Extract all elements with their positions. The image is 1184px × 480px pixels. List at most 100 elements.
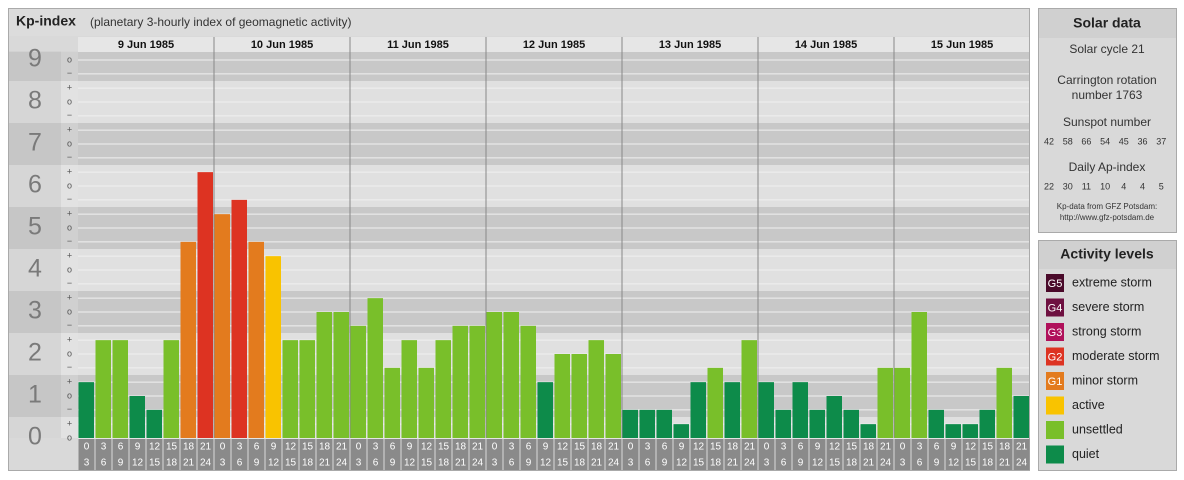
hour-cell bbox=[231, 439, 248, 470]
hour-start: 0 bbox=[764, 442, 770, 453]
hour-end: 6 bbox=[373, 458, 379, 469]
bar bbox=[809, 409, 825, 438]
bar bbox=[163, 340, 179, 438]
bar bbox=[112, 340, 128, 438]
hour-start: 18 bbox=[591, 442, 603, 453]
hour-end: 6 bbox=[509, 458, 515, 469]
legend-title: Activity levels bbox=[1060, 246, 1154, 262]
y-minor-label: o bbox=[67, 306, 72, 316]
hour-cell bbox=[690, 439, 707, 470]
sunspot-value: 66 bbox=[1081, 136, 1091, 146]
hour-start: 12 bbox=[829, 442, 841, 453]
bar bbox=[299, 340, 315, 438]
hour-start: 21 bbox=[472, 442, 484, 453]
hour-end: 21 bbox=[183, 458, 195, 469]
y-tick-label: 3 bbox=[28, 297, 42, 325]
hour-end: 18 bbox=[710, 458, 722, 469]
sunspot-value: 54 bbox=[1100, 136, 1110, 146]
y-minor-label: o bbox=[67, 138, 72, 148]
day-label: 11 Jun 1985 bbox=[387, 39, 449, 51]
bar bbox=[877, 367, 893, 438]
hour-start: 18 bbox=[455, 442, 467, 453]
hour-cell bbox=[928, 439, 945, 470]
hour-end: 9 bbox=[526, 458, 532, 469]
bar bbox=[231, 199, 247, 438]
hour-start: 0 bbox=[356, 442, 362, 453]
hour-start: 12 bbox=[149, 442, 161, 453]
hour-end: 18 bbox=[846, 458, 858, 469]
solar-text: Carrington rotation bbox=[1057, 73, 1156, 87]
kp-band bbox=[9, 123, 61, 165]
bar bbox=[78, 382, 94, 438]
hour-cell bbox=[962, 439, 979, 470]
hour-end: 9 bbox=[934, 458, 940, 469]
hour-end: 24 bbox=[608, 458, 620, 469]
hour-start: 6 bbox=[390, 442, 396, 453]
hour-end: 9 bbox=[798, 458, 804, 469]
kp-band bbox=[9, 81, 61, 123]
day-label: 14 Jun 1985 bbox=[795, 39, 857, 51]
sub-band bbox=[61, 375, 78, 417]
bar bbox=[639, 409, 655, 438]
hour-cell bbox=[758, 439, 775, 470]
y-tick-label: 4 bbox=[28, 255, 42, 283]
y-minor-label: − bbox=[67, 404, 72, 414]
hour-cell bbox=[265, 439, 282, 470]
bar bbox=[435, 340, 451, 438]
legend-swatch bbox=[1046, 421, 1064, 439]
bar bbox=[690, 382, 706, 438]
y-tick-label: 0 bbox=[28, 423, 42, 451]
solar-text: Daily Ap-index bbox=[1069, 160, 1146, 174]
y-minor-label: − bbox=[67, 278, 72, 288]
legend-swatch bbox=[1046, 274, 1064, 292]
bar bbox=[1013, 396, 1029, 438]
y-minor-label: o bbox=[67, 54, 72, 64]
day-label: 13 Jun 1985 bbox=[659, 39, 721, 51]
bar bbox=[928, 409, 944, 438]
hour-end: 15 bbox=[285, 458, 297, 469]
hour-end: 3 bbox=[356, 458, 362, 469]
hour-end: 21 bbox=[455, 458, 467, 469]
hour-end: 24 bbox=[336, 458, 348, 469]
y-minor-label: + bbox=[67, 419, 72, 429]
hour-end: 15 bbox=[693, 458, 705, 469]
hour-end: 21 bbox=[591, 458, 603, 469]
hour-cell bbox=[435, 439, 452, 470]
y-tick-label: 6 bbox=[28, 171, 42, 199]
hour-end: 21 bbox=[319, 458, 331, 469]
hour-cell bbox=[520, 439, 537, 470]
bar bbox=[741, 340, 757, 438]
sub-band bbox=[61, 123, 78, 165]
hour-cell bbox=[826, 439, 843, 470]
hour-cell bbox=[282, 439, 299, 470]
bar bbox=[758, 382, 774, 438]
hour-start: 9 bbox=[135, 442, 141, 453]
hour-start: 15 bbox=[574, 442, 586, 453]
bar bbox=[248, 241, 264, 438]
hour-start: 3 bbox=[645, 442, 651, 453]
legend-swatch bbox=[1046, 445, 1064, 464]
bar bbox=[384, 367, 400, 438]
y-tick-label: 5 bbox=[28, 213, 42, 241]
y-minor-label: − bbox=[67, 110, 72, 120]
chart-subtitle: (planetary 3-hourly index of geomagnetic… bbox=[90, 15, 351, 29]
bar bbox=[792, 382, 808, 438]
hour-end: 3 bbox=[628, 458, 634, 469]
legend-label: quiet bbox=[1072, 447, 1100, 461]
y-tick-label: 7 bbox=[28, 129, 42, 157]
hour-end: 12 bbox=[540, 458, 552, 469]
legend-code: G3 bbox=[1048, 327, 1063, 339]
hour-end: 18 bbox=[574, 458, 586, 469]
hour-start: 12 bbox=[693, 442, 705, 453]
ap-value: 11 bbox=[1082, 181, 1091, 191]
kp-band bbox=[9, 375, 61, 417]
bar bbox=[673, 424, 689, 438]
sub-band bbox=[61, 81, 78, 123]
y-tick-label: 9 bbox=[28, 45, 42, 73]
bar bbox=[469, 325, 485, 438]
hour-cell bbox=[214, 439, 231, 470]
legend-swatch bbox=[1046, 372, 1064, 390]
hour-start: 3 bbox=[781, 442, 787, 453]
legend-header bbox=[1039, 241, 1176, 269]
hour-end: 15 bbox=[965, 458, 977, 469]
